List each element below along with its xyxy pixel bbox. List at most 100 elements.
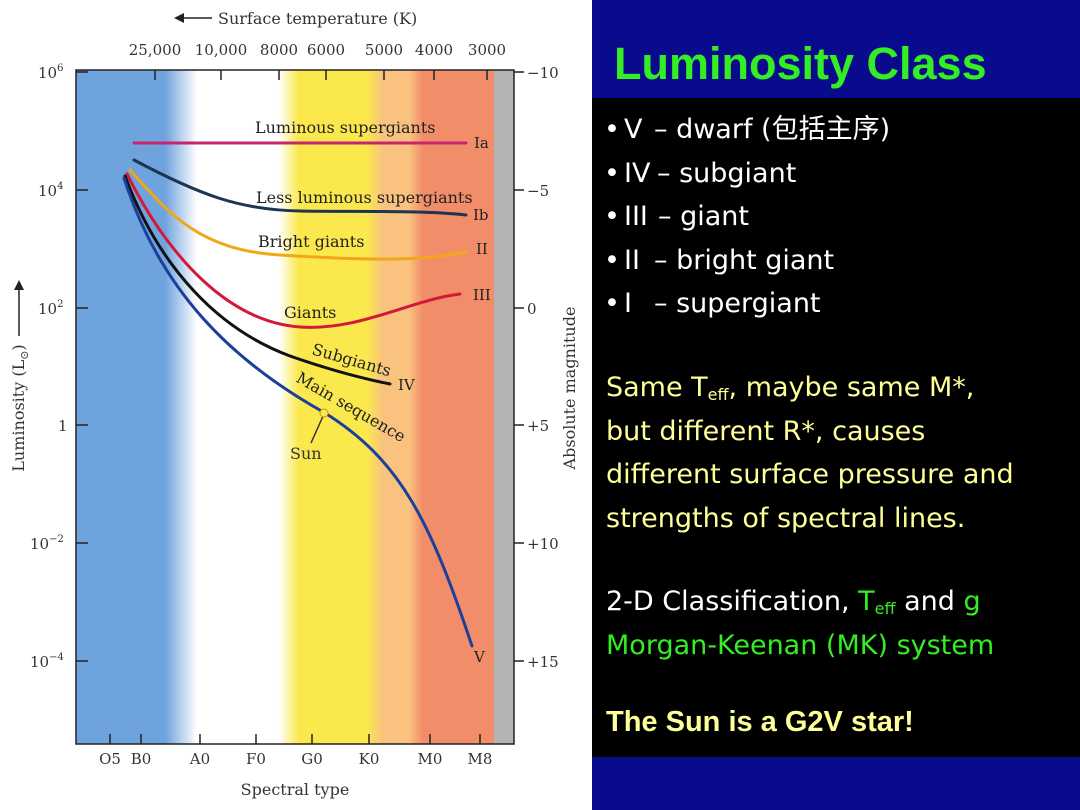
lum-tick-1e-4: 10−4 xyxy=(30,652,64,671)
class-desc: – supergiant xyxy=(654,288,821,319)
class-desc: – dwarf (包括主序) xyxy=(654,114,891,145)
bullet-dot: • xyxy=(604,157,620,189)
band-blue xyxy=(76,70,166,744)
spectral-tick-labels: O5 B0 A0 F0 G0 K0 M0 M8 xyxy=(99,750,492,768)
temperature-tick-marks xyxy=(154,70,488,80)
lum-tick-1e-2: 10−2 xyxy=(30,534,64,553)
sun-dot xyxy=(319,408,329,418)
bullet-dot: • xyxy=(604,288,620,319)
lum-tick-1e4: 104 xyxy=(38,181,63,200)
temp-tick-3000: 3000 xyxy=(468,41,506,59)
class-label-iii: III xyxy=(473,286,491,304)
curve-bright-giants xyxy=(128,168,468,261)
class-numeral: V xyxy=(624,114,643,145)
hr-diagram-svg: Surface temperature (K) 25,000 10,000 80… xyxy=(9,9,579,799)
class-label-ib: Ib xyxy=(473,206,489,224)
list-item: • IV – subgiant xyxy=(604,152,890,196)
mag-tick-p5: +5 xyxy=(527,417,549,435)
sun-label: Sun xyxy=(290,444,322,463)
left-axis-label: Luminosity (L⊙) xyxy=(9,344,31,471)
lum-tick-1: 1 xyxy=(58,417,68,435)
spec-tick-g0: G0 xyxy=(301,750,323,768)
sun-pointer-line xyxy=(310,413,325,444)
label-luminous-supergiants: Luminous supergiants xyxy=(255,118,435,137)
temp-tick-8000: 8000 xyxy=(260,41,298,59)
class-labels: Ia Ib II III IV V xyxy=(398,134,491,666)
bullet-dot: • xyxy=(604,244,620,276)
magnitude-tick-labels: −10 −5 0 +5 +10 +15 xyxy=(527,64,559,671)
top-axis-arrowhead xyxy=(174,13,184,23)
temp-tick-10000: 10,000 xyxy=(195,41,248,59)
class-label-ii: II xyxy=(476,240,488,258)
curve-subgiants xyxy=(123,174,392,386)
class-numeral: IV xyxy=(624,157,651,189)
spec-tick-o5: O5 xyxy=(99,750,121,768)
left-axis-arrowhead xyxy=(14,280,24,290)
class-label-iv: IV xyxy=(398,376,416,394)
left-axis-title-group: Luminosity (L⊙) xyxy=(9,280,31,472)
lum-tick-1e2: 102 xyxy=(38,299,63,318)
top-axis-label-group: Surface temperature (K) xyxy=(174,9,417,28)
luminosity-tick-labels: 106 104 102 1 10−2 10−4 xyxy=(30,63,68,671)
band-yellow xyxy=(298,70,368,744)
class-desc: – subgiant xyxy=(657,157,797,189)
temp-tick-25000: 25,000 xyxy=(129,41,182,59)
band-gray xyxy=(494,70,514,744)
panel-title: Luminosity Class xyxy=(614,38,987,89)
luminosity-class-panel: Luminosity Class • V – dwarf (包括主序) • IV – s… xyxy=(592,0,1080,810)
spec-tick-k0: K0 xyxy=(359,750,380,768)
label-giants: Giants xyxy=(284,303,336,322)
band-white-yellow xyxy=(279,70,299,744)
spec-tick-a0: A0 xyxy=(189,750,210,768)
class-desc: – giant xyxy=(658,201,749,232)
bullet-dot: • xyxy=(604,114,620,145)
band-blue-white xyxy=(165,70,197,744)
luminosity-class-list: • V – dwarf (包括主序) • IV – subgiant • III – gia… xyxy=(604,108,890,326)
list-item: • V – dwarf (包括主序) xyxy=(604,108,890,152)
temperature-tick-labels: 25,000 10,000 8000 6000 5000 4000 3000 xyxy=(129,41,506,59)
mag-tick-m10: −10 xyxy=(527,64,559,82)
mag-tick-0: 0 xyxy=(527,300,537,318)
spec-tick-m0: M0 xyxy=(418,750,443,768)
bullet-dot: • xyxy=(604,201,620,232)
mag-tick-p10: +10 xyxy=(527,535,559,553)
mag-tick-p15: +15 xyxy=(527,653,559,671)
band-white xyxy=(196,70,280,744)
band-orange xyxy=(382,70,410,744)
luminosity-tick-marks xyxy=(76,71,88,662)
classification-paragraph: 2-D Classification, Teff and g Morgan-Kee… xyxy=(606,586,995,661)
band-orange-red xyxy=(409,70,423,744)
list-item: • I – supergiant xyxy=(604,282,890,326)
spec-tick-f0: F0 xyxy=(246,750,266,768)
hr-diagram: Surface temperature (K) 25,000 10,000 80… xyxy=(9,9,579,799)
sun-marker: Sun xyxy=(290,408,329,463)
spec-tick-b0: B0 xyxy=(131,750,152,768)
class-numeral: I xyxy=(624,288,632,319)
temp-tick-4000: 4000 xyxy=(415,41,453,59)
explanation-paragraph: Same Teff, maybe same M*, but different R… xyxy=(606,372,1014,534)
lum-tick-1e6: 106 xyxy=(38,63,63,82)
curve-giants xyxy=(125,172,462,329)
spectral-bands xyxy=(76,70,514,744)
label-bright-giants: Bright giants xyxy=(258,232,364,251)
right-axis-label: Absolute magnitude xyxy=(560,307,579,471)
bottom-axis-label: Spectral type xyxy=(241,780,350,799)
panel-body: • V – dwarf (包括主序) • IV – subgiant • III – gia… xyxy=(592,98,1080,757)
plot-frame xyxy=(75,69,515,745)
band-red xyxy=(422,70,494,744)
spec-tick-m8: M8 xyxy=(468,750,493,768)
class-label-v: V xyxy=(473,648,486,666)
band-yellow-orange xyxy=(367,70,383,744)
class-numeral: II xyxy=(624,244,640,276)
list-item: • III – giant xyxy=(604,195,890,239)
temp-tick-6000: 6000 xyxy=(307,41,345,59)
label-less-luminous-supergiants: Less luminous supergiants xyxy=(256,188,473,207)
mag-tick-m5: −5 xyxy=(527,182,549,200)
class-label-ia: Ia xyxy=(474,134,489,152)
spectral-tick-marks xyxy=(109,734,481,744)
class-desc: – bright giant xyxy=(654,244,835,276)
class-numeral: III xyxy=(624,201,648,232)
list-item: • II – bright giant xyxy=(604,239,890,283)
magnitude-tick-marks xyxy=(514,71,524,662)
curve-less-luminous-supergiants xyxy=(132,158,468,217)
